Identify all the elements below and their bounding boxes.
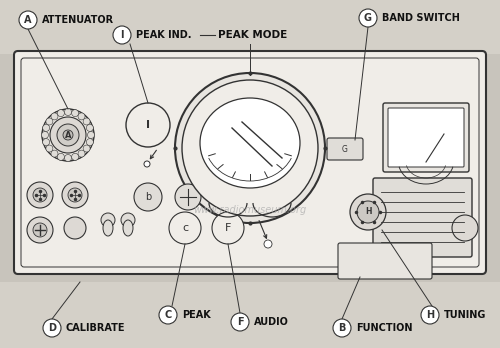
Text: C: C [164,310,172,320]
Circle shape [62,182,88,208]
Circle shape [19,11,37,29]
Circle shape [231,313,249,331]
Circle shape [46,118,53,125]
Text: c: c [182,223,188,233]
Text: G: G [364,13,372,23]
Circle shape [175,73,325,223]
FancyBboxPatch shape [338,243,432,279]
FancyBboxPatch shape [388,108,464,167]
Circle shape [64,217,86,239]
Ellipse shape [103,220,113,236]
Circle shape [64,109,71,116]
Circle shape [27,217,53,243]
Circle shape [159,306,177,324]
Text: A: A [65,130,71,140]
Circle shape [27,182,53,208]
Circle shape [88,132,94,139]
Text: AUDIO: AUDIO [254,317,289,327]
Circle shape [72,110,78,117]
Circle shape [113,26,131,44]
Text: b: b [145,192,151,202]
Circle shape [42,109,94,161]
Circle shape [46,145,53,152]
Circle shape [126,103,170,147]
Circle shape [58,110,64,117]
Circle shape [86,124,94,132]
Circle shape [452,215,478,241]
Circle shape [357,201,379,223]
Text: BAND SWITCH: BAND SWITCH [382,13,460,23]
Ellipse shape [200,98,300,188]
Circle shape [33,223,47,237]
Text: A: A [24,15,32,25]
FancyBboxPatch shape [327,138,363,160]
FancyBboxPatch shape [14,51,486,274]
Circle shape [51,150,58,157]
Circle shape [50,117,86,153]
Circle shape [64,155,71,161]
Circle shape [72,153,78,160]
Text: PEAK MODE: PEAK MODE [218,30,287,40]
Text: ATTENUATOR: ATTENUATOR [42,15,114,25]
Text: G: G [342,144,348,153]
Circle shape [58,153,64,160]
Text: H: H [365,207,371,216]
Circle shape [83,118,90,125]
Text: I: I [146,120,150,130]
FancyBboxPatch shape [383,103,469,172]
Text: CALIBRATE: CALIBRATE [66,323,126,333]
Circle shape [359,9,377,27]
FancyBboxPatch shape [373,178,472,257]
Circle shape [43,319,61,337]
Circle shape [175,184,201,210]
Text: F: F [236,317,244,327]
Circle shape [42,124,50,132]
Circle shape [42,132,48,139]
Text: D: D [48,323,56,333]
Circle shape [121,213,135,227]
Text: www.radiomuseum.org: www.radiomuseum.org [194,205,306,215]
Bar [0,0,500,54]
Circle shape [134,183,162,211]
Ellipse shape [123,220,133,236]
Circle shape [83,145,90,152]
Circle shape [68,188,82,202]
Circle shape [144,161,150,167]
Circle shape [78,113,85,120]
Text: FUNCTION: FUNCTION [356,323,412,333]
Circle shape [57,124,79,146]
Text: TUNING: TUNING [444,310,486,320]
Text: F: F [225,223,231,233]
Circle shape [182,80,318,216]
Text: I: I [120,30,124,40]
Text: H: H [426,310,434,320]
Circle shape [51,113,58,120]
Circle shape [169,212,201,244]
Circle shape [350,194,386,230]
Circle shape [212,212,244,244]
Text: B: B [338,323,345,333]
Circle shape [333,319,351,337]
Circle shape [264,240,272,248]
Circle shape [421,306,439,324]
Circle shape [101,213,115,227]
Circle shape [42,139,50,145]
Circle shape [78,150,85,157]
Circle shape [86,139,94,145]
Circle shape [63,130,73,140]
Text: PEAK IND.: PEAK IND. [136,30,192,40]
Text: PEAK: PEAK [182,310,211,320]
Bar [0,282,500,348]
Circle shape [33,188,47,202]
